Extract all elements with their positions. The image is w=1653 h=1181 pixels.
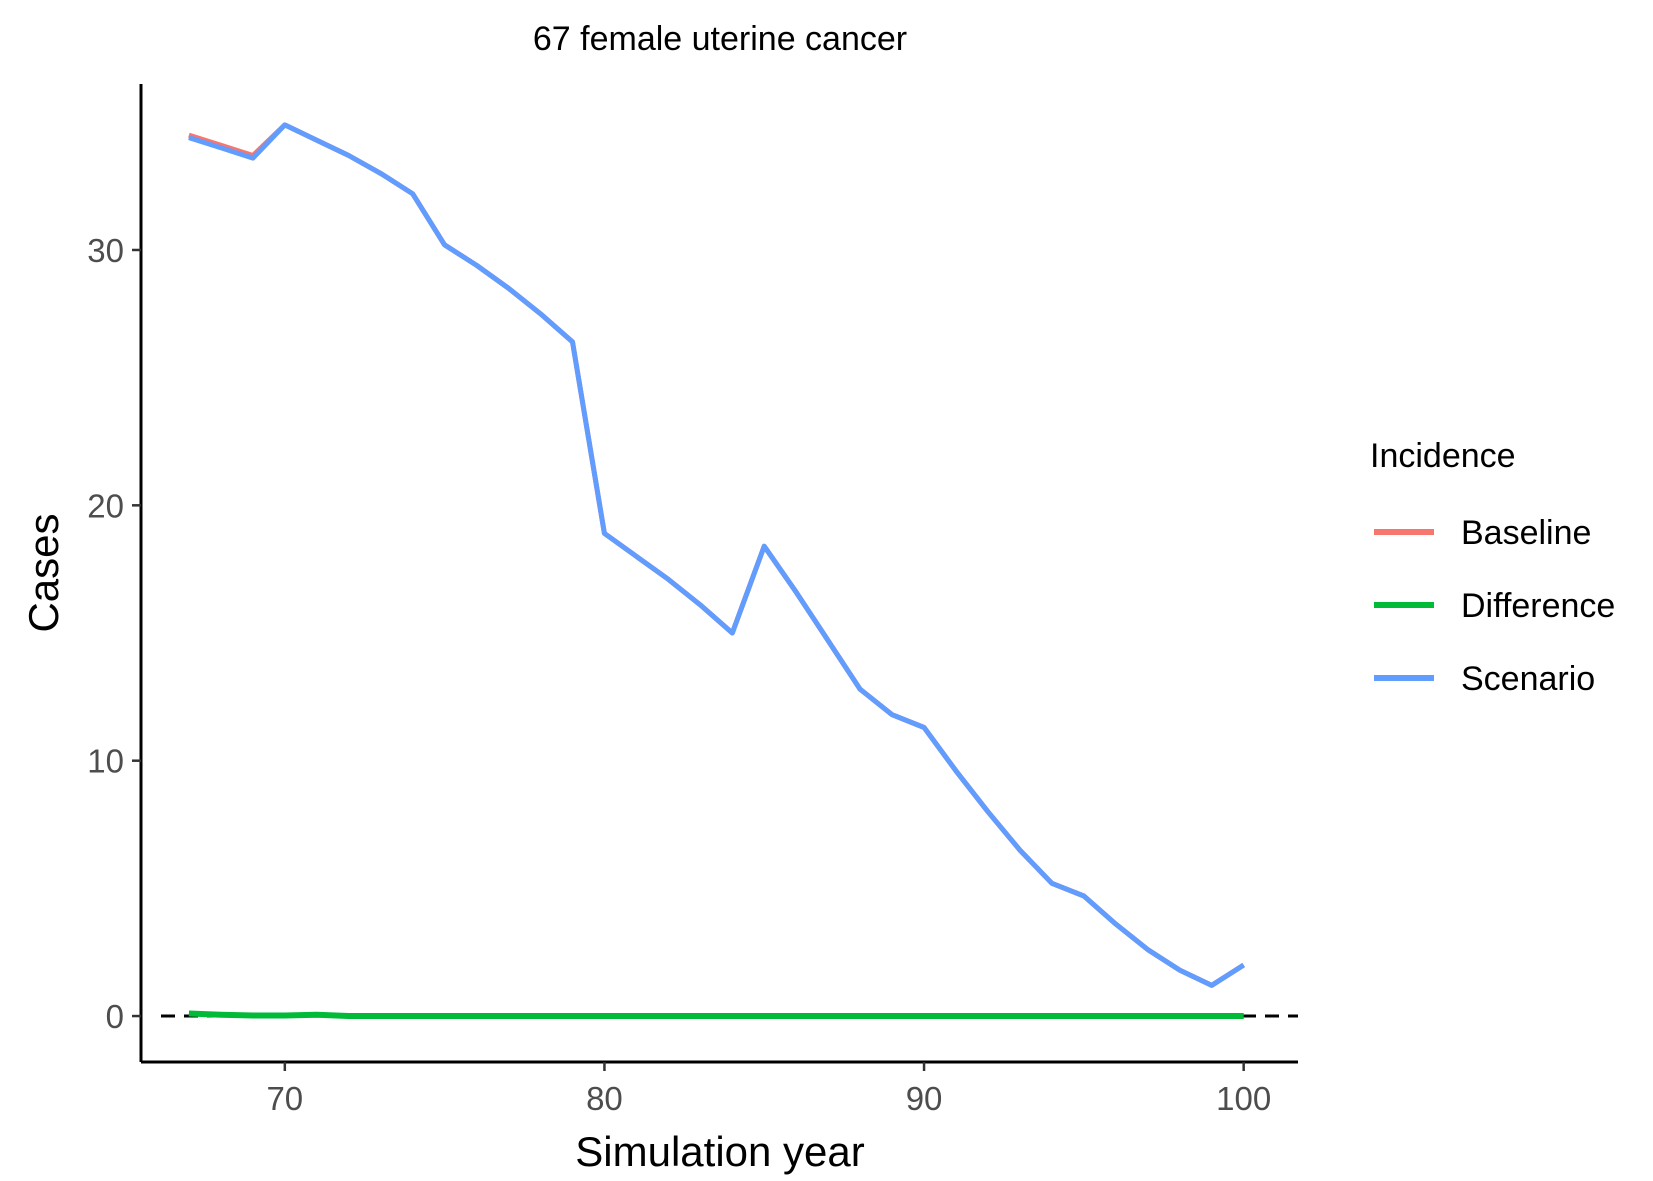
chart-title: 67 female uterine cancer xyxy=(533,20,907,58)
x-tick-label: 80 xyxy=(586,1080,623,1117)
series-line-difference xyxy=(188,1010,1244,1019)
series-line-baseline xyxy=(188,122,1246,988)
y-tick-label: 0 xyxy=(106,998,124,1035)
x-axis-title: Simulation year xyxy=(575,1128,864,1175)
legend-items: Baseline Difference Scenario xyxy=(1374,514,1615,698)
legend-title: Incidence xyxy=(1370,437,1516,475)
x-tick-label: 90 xyxy=(906,1080,943,1117)
y-tick-label: 10 xyxy=(87,743,124,780)
series-line-scenario xyxy=(188,122,1246,988)
plot-area xyxy=(161,122,1298,1019)
x-axis-ticks: 70 80 90 100 xyxy=(266,1062,1271,1117)
legend-label-baseline: Baseline xyxy=(1461,514,1591,552)
y-tick-label: 20 xyxy=(87,487,124,524)
y-axis-title: Cases xyxy=(20,513,67,632)
legend: Incidence Baseline Difference Scenario xyxy=(1370,437,1615,698)
x-tick-label: 100 xyxy=(1216,1080,1271,1117)
y-tick-label: 30 xyxy=(87,232,124,269)
legend-label-difference: Difference xyxy=(1461,587,1615,625)
y-axis-ticks: 0 10 20 30 xyxy=(87,232,141,1035)
legend-label-scenario: Scenario xyxy=(1461,660,1595,698)
x-tick-label: 70 xyxy=(266,1080,303,1117)
